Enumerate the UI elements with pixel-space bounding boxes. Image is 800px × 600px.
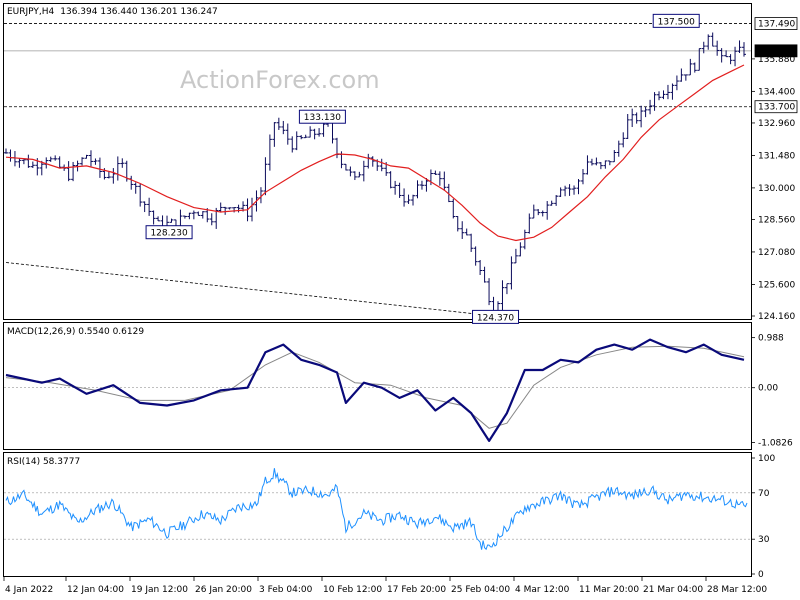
watermark: ActionForex.com: [180, 66, 380, 94]
x-tick-label: 11 Mar 20:00: [579, 585, 639, 595]
x-tick-label: 26 Jan 20:00: [195, 585, 252, 595]
rsi-panel-frame: [3, 452, 752, 577]
x-tick-label: 4 Jan 2022: [5, 585, 53, 595]
price-tag-label: 137.490: [758, 20, 795, 30]
x-tick-label: 25 Feb 04:00: [451, 585, 510, 595]
rsi-y-tick-label: 30: [758, 535, 770, 545]
x-tick-label: 10 Feb 12:00: [323, 585, 382, 595]
x-tick-label: 28 Mar 12:00: [707, 585, 767, 595]
y-tick-label: 135.880: [758, 55, 795, 65]
x-tick-label: 19 Jan 12:00: [131, 585, 188, 595]
macd-y-tick-label: 0.00: [758, 384, 778, 394]
price-title: EURJPY,H4 136.394 136.440 136.201 136.247: [7, 7, 218, 17]
macd-panel-frame: [3, 322, 752, 450]
annotation-box: [652, 13, 700, 28]
rsi-area: [4, 468, 751, 551]
y-tick-label: 132.960: [758, 119, 795, 129]
annotation-137.500: 137.500: [652, 13, 700, 28]
x-tick-label: 3 Feb 04:00: [259, 585, 313, 595]
x-tick-label: 4 Mar 12:00: [515, 585, 570, 595]
y-tick-label: 125.600: [758, 280, 795, 290]
macd-y-tick-label: -1.0826: [758, 439, 793, 449]
rsi-y-tick-label: 70: [758, 489, 770, 499]
price-tag-box: [754, 44, 798, 58]
y-tick-label: 134.400: [758, 87, 795, 97]
moving-average-line: [5, 64, 745, 242]
macd-area: [4, 338, 751, 442]
x-axis: 4 Jan 2022 12 Jan 04:00 19 Jan 12:00 26 Jan…: [3, 577, 767, 595]
rsi-y-tick-label: 0: [758, 570, 764, 580]
annotation-124.370: 124.370: [472, 309, 520, 324]
x-tick-label: 12 Jan 04:00: [67, 585, 124, 595]
price-tag-label: 136.247: [758, 47, 795, 57]
support-trendline: [5, 262, 477, 315]
annotation-box: [472, 309, 520, 324]
macd-y-tick-label: 0.988: [758, 334, 784, 344]
moving-average: [5, 64, 745, 242]
macd-y-axis: 0.988 0.00 -1.0826: [751, 334, 793, 449]
y-tick-label: 124.160: [758, 312, 795, 322]
y-tick-label: 131.480: [758, 151, 795, 161]
x-tick-label: 21 Mar 04:00: [643, 585, 703, 595]
price-panel-frame: [3, 3, 752, 320]
annotation-label: 137.500: [658, 17, 695, 27]
macd-title: MACD(12,26,9) 0.5540 0.6129: [7, 327, 144, 337]
annotation-label: 133.130: [304, 113, 341, 123]
rsi-line: [5, 468, 748, 551]
price-annotations: 137.500 133.130 128.230 124.370: [145, 13, 700, 324]
x-tick-label: 17 Feb 20:00: [387, 585, 446, 595]
annotation-label: 124.370: [477, 313, 514, 323]
y-tick-label: 130.000: [758, 184, 795, 194]
price-tag-box: [754, 17, 798, 30]
annotation-128.230: 128.230: [145, 225, 193, 240]
y-tick-label: 128.560: [758, 215, 795, 225]
annotation-133.130: 133.130: [298, 109, 346, 124]
rsi-y-tick-label: 100: [758, 454, 775, 464]
annotation-box: [145, 225, 193, 240]
price-tag-label: 133.700: [758, 103, 795, 113]
rsi-title: RSI(14) 58.3777: [7, 457, 80, 467]
y-tick-label: 127.080: [758, 248, 795, 258]
macd-line: [5, 338, 745, 442]
price-trendline: [5, 262, 477, 315]
annotation-box: [298, 109, 346, 124]
rsi-y-axis: 100 70 30 0: [751, 454, 775, 580]
price-tag-box: [754, 100, 798, 114]
macd-signal-line: [5, 345, 745, 429]
annotation-label: 128.230: [150, 229, 187, 239]
price-level-lines: [4, 23, 751, 108]
